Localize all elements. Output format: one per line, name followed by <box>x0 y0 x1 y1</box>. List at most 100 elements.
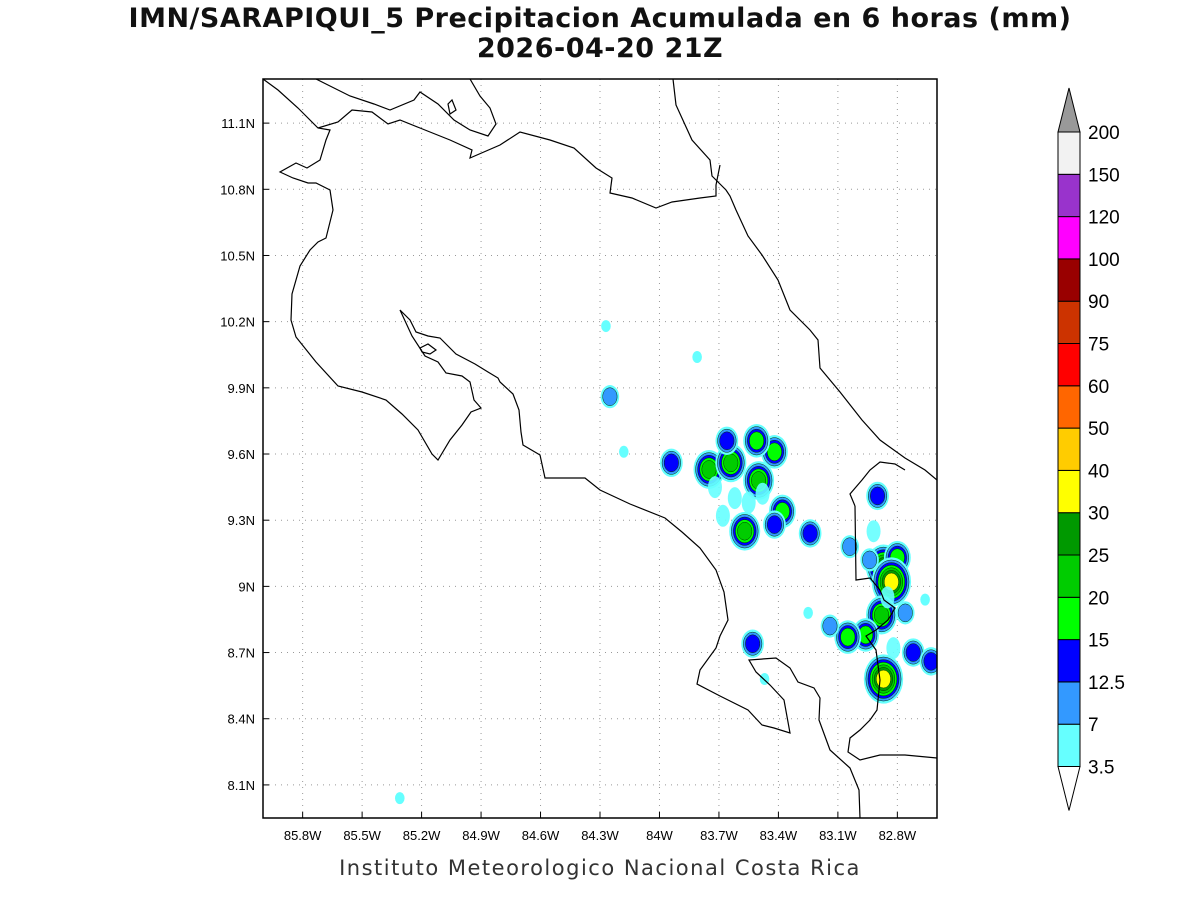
rainfall-contours <box>394 320 937 805</box>
colorbar-swatch <box>1057 681 1081 725</box>
colorbar-swatch <box>1057 343 1081 387</box>
colorbar-swatch <box>1057 427 1081 471</box>
rain-contour-level-3 <box>749 431 765 451</box>
rain-cell <box>834 620 862 654</box>
rain-smear <box>755 482 770 505</box>
colorbar-label: 7 <box>1088 715 1099 736</box>
colorbar-top-arrow <box>1057 87 1081 133</box>
rain-contour-level-3 <box>840 627 856 647</box>
lat-tick-label: 10.2N <box>220 315 255 330</box>
colorbar-label: 12.5 <box>1088 673 1125 694</box>
rain-cell <box>601 320 611 333</box>
rain-contour-level-0 <box>803 606 813 619</box>
colorbar-label: 30 <box>1088 504 1109 525</box>
rain-contour-level-4 <box>723 453 739 473</box>
rain-contour-level-0 <box>618 445 629 458</box>
colorbar-swatch <box>1057 554 1081 598</box>
colorbar-label: 25 <box>1088 546 1109 567</box>
rain-contour-level-1 <box>602 387 618 406</box>
lon-tick-label: 83.7W <box>700 828 738 843</box>
colorbar-swatch <box>1057 469 1081 514</box>
colorbar-swatch <box>1057 639 1081 683</box>
colorbar-label: 120 <box>1088 208 1120 229</box>
rain-cell <box>618 445 629 458</box>
lake-island <box>447 98 457 115</box>
rain-contour-level-1 <box>842 537 858 556</box>
rain-contour-level-2 <box>663 453 679 473</box>
bocas-del-toro-coast <box>849 461 906 507</box>
rain-cell <box>820 614 840 638</box>
longitude-axis: 85.8W 85.5W 85.2W 84.9W 84.6W 84.3W 84W 83.7W 83… <box>284 812 917 843</box>
rain-cell <box>692 350 702 363</box>
pacific-coastline <box>263 79 861 818</box>
rain-cell <box>860 548 879 572</box>
lat-tick-label: 8.7N <box>228 646 255 661</box>
rain-cell <box>866 481 889 511</box>
colorbar-swatch <box>1057 258 1081 302</box>
rain-cell <box>715 443 747 483</box>
rain-contour-level-2 <box>923 652 937 671</box>
rain-contour-level-2 <box>745 634 761 653</box>
colorbar-swatch <box>1057 723 1081 768</box>
rain-smear <box>727 487 742 510</box>
rain-cell <box>920 593 930 606</box>
lon-tick-label: 82.8W <box>879 828 917 843</box>
lon-tick-label: 84.3W <box>581 828 619 843</box>
lat-tick-label: 10.5N <box>220 248 255 263</box>
colorbar-swatch <box>1057 216 1081 260</box>
lon-tick-label: 85.8W <box>284 828 322 843</box>
colorbar-label: 40 <box>1088 461 1109 482</box>
lat-tick-label: 9.9N <box>228 381 255 396</box>
colorbar-label: 90 <box>1088 292 1109 313</box>
colorbar-label: 50 <box>1088 419 1109 440</box>
rain-contour-level-4 <box>701 460 717 479</box>
chira-island <box>419 343 438 355</box>
rain-contour-level-2 <box>870 486 885 506</box>
colorbar-bottom-arrow <box>1057 766 1081 811</box>
rain-contour-level-0 <box>920 593 930 606</box>
lon-tick-label: 83.1W <box>819 828 857 843</box>
rain-cell <box>715 426 739 455</box>
rain-cell <box>763 510 786 539</box>
colorbar-label: 100 <box>1088 250 1120 271</box>
colorbar-label: 60 <box>1088 377 1109 398</box>
lat-tick-label: 9.6N <box>228 447 255 462</box>
caribbean-coastline <box>672 79 937 481</box>
rain-smear <box>707 476 722 499</box>
panama-border <box>847 505 937 761</box>
lon-tick-label: 85.2W <box>403 828 441 843</box>
institution-footer: Instituto Meteorologico Nacional Costa R… <box>339 856 861 880</box>
colorbar-swatch <box>1057 173 1081 218</box>
lat-tick-label: 8.1N <box>228 778 255 793</box>
colorbar-label: 75 <box>1088 335 1109 356</box>
colorbar-swatch <box>1057 131 1081 175</box>
colorbar-label: 200 <box>1088 123 1120 144</box>
rain-cell <box>394 792 405 805</box>
colorbar-legend: 3.5 7 12.5 15 20 25 30 40 50 60 75 90 100 120 150 200 <box>1057 87 1125 811</box>
rain-cell <box>743 423 771 458</box>
coastlines <box>263 79 937 818</box>
lon-tick-label: 84W <box>646 828 673 843</box>
rain-contour-level-0 <box>601 320 611 333</box>
colorbar-label: 3.5 <box>1088 758 1114 779</box>
rain-contour-level-4 <box>737 521 753 541</box>
lon-tick-label: 84.9W <box>462 828 500 843</box>
rain-cell <box>863 654 904 704</box>
rain-contour-level-2 <box>766 515 782 534</box>
lon-tick-label: 84.6W <box>522 828 560 843</box>
nicaragua-north-coast <box>315 79 497 137</box>
rain-cell <box>896 601 915 625</box>
lat-lon-grid <box>263 79 937 818</box>
rain-contour-level-1 <box>897 603 913 623</box>
rain-contour-level-0 <box>394 792 405 805</box>
rain-cell <box>901 638 925 667</box>
lon-tick-label: 85.5W <box>343 828 381 843</box>
lon-tick-label: 83.4W <box>760 828 798 843</box>
rain-smear <box>866 520 881 543</box>
colorbar-swatch <box>1057 385 1081 429</box>
rain-cell <box>729 511 761 551</box>
rain-contour-level-2 <box>802 524 818 543</box>
rain-contour-level-0 <box>692 350 702 363</box>
colorbar-label: 20 <box>1088 588 1109 609</box>
